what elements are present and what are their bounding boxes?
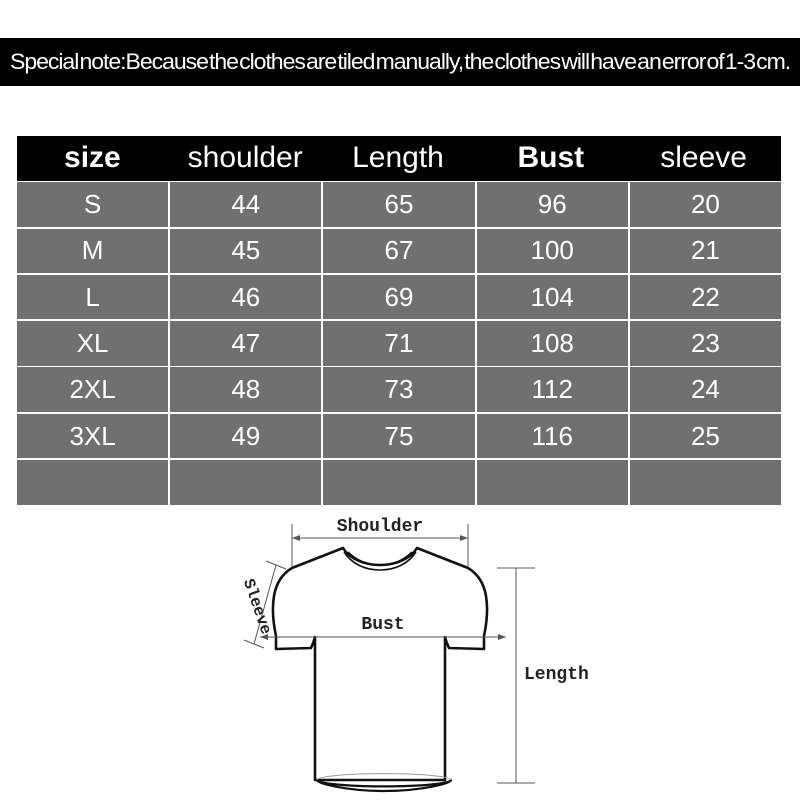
svg-text:Bust: Bust xyxy=(361,615,404,635)
svg-text:Sleeve: Sleeve xyxy=(239,577,275,637)
svg-text:Length: Length xyxy=(524,665,589,685)
svg-text:Shoulder: Shoulder xyxy=(337,517,423,537)
